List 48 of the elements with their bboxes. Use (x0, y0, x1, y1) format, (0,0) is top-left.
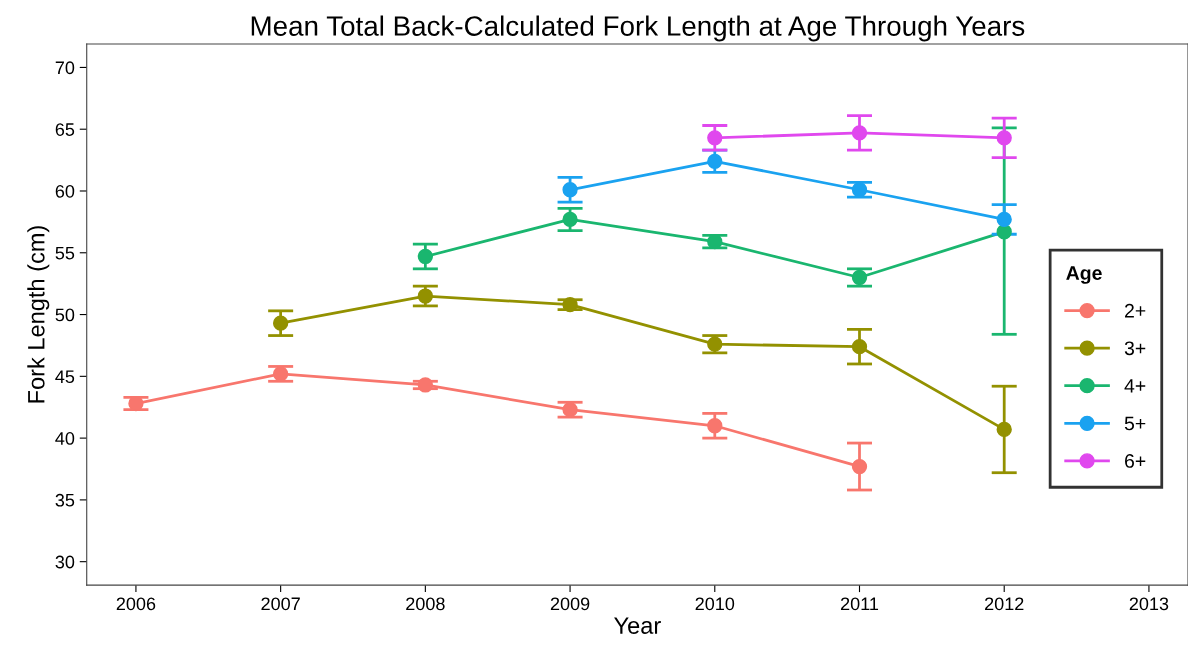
point (851, 339, 868, 355)
y-tick-label: 55 (55, 246, 75, 260)
y-axis-title: Fork Length (cm) (27, 226, 50, 403)
legend-label: 4+ (1124, 379, 1146, 393)
point (996, 130, 1012, 146)
point (707, 418, 723, 434)
x-tick-label: 2013 (1129, 597, 1169, 611)
y-tick-label: 45 (55, 370, 75, 384)
point (707, 234, 723, 250)
point (851, 458, 868, 475)
point (851, 125, 868, 141)
legend-label: 2+ (1125, 303, 1146, 318)
x-axis-title: Year (614, 617, 661, 634)
chart-title: Mean Total Back-Calculated Fork Length at Age Through Years (251, 15, 1025, 42)
point (273, 366, 289, 382)
x-tick-label: 2009 (550, 597, 590, 611)
point (273, 315, 289, 331)
x-tick-label: 2008 (406, 597, 445, 611)
point (417, 377, 433, 393)
y-tick-label: 70 (55, 61, 75, 75)
point (707, 336, 723, 352)
y-tick-label: 50 (55, 308, 75, 322)
legend-label: 6+ (1125, 454, 1146, 468)
y-tick-label: 40 (55, 432, 75, 445)
x-tick-label: 2006 (116, 597, 156, 611)
point (562, 402, 578, 418)
x-tick-label: 2012 (985, 597, 1024, 611)
legend-label: 3+ (1124, 341, 1146, 356)
point (562, 211, 578, 228)
y-tick-label: 35 (55, 493, 75, 507)
x-tick-label: 2010 (695, 597, 735, 611)
point (417, 288, 433, 304)
point (417, 248, 433, 265)
legend-title: Age (1066, 266, 1102, 284)
point (996, 211, 1012, 228)
point (562, 297, 578, 313)
y-tick-label: 65 (55, 123, 75, 136)
legend-label: 5+ (1124, 416, 1146, 431)
x-tick-label: 2011 (840, 597, 879, 611)
point (851, 269, 868, 286)
x-tick-label: 2007 (261, 597, 300, 611)
point (562, 182, 578, 198)
point (851, 182, 868, 198)
point (707, 130, 723, 146)
point (996, 421, 1012, 438)
point (707, 153, 723, 169)
y-tick-label: 60 (55, 184, 75, 198)
y-tick-label: 30 (55, 555, 75, 569)
